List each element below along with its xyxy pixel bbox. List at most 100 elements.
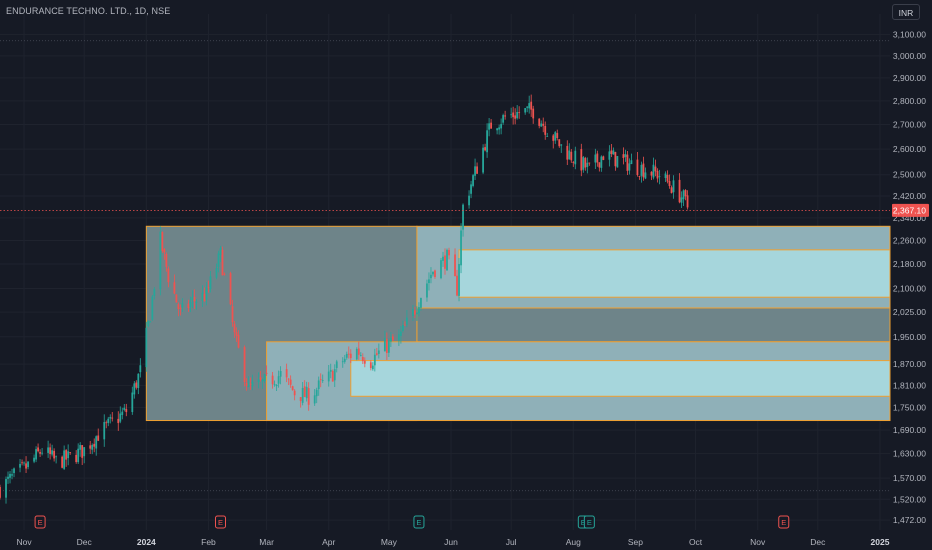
candle xyxy=(209,271,212,293)
candle-body xyxy=(608,151,611,160)
candle-body xyxy=(622,154,625,158)
candle xyxy=(47,440,50,458)
candle-body xyxy=(215,268,218,278)
y-tick-label: 2,900.00 xyxy=(893,73,926,83)
candle-body xyxy=(81,445,84,458)
candle-body xyxy=(231,306,234,323)
zone-dark xyxy=(416,307,891,343)
candle xyxy=(279,366,282,385)
candle-body xyxy=(187,303,190,309)
candle-body xyxy=(404,324,406,326)
x-tick-label: Jul xyxy=(506,537,517,547)
candle-body xyxy=(552,135,555,141)
candle-body xyxy=(139,365,142,373)
candle-body xyxy=(159,231,162,290)
candle-body xyxy=(145,327,148,368)
candle-body xyxy=(37,447,39,452)
candle-body xyxy=(111,417,114,419)
candle-body xyxy=(165,253,168,267)
candle xyxy=(684,189,687,201)
candle-body xyxy=(526,106,529,108)
candle xyxy=(121,407,124,420)
candle-body xyxy=(460,230,462,266)
candle xyxy=(602,155,605,161)
candle-body xyxy=(586,162,589,168)
candle xyxy=(125,403,128,417)
candle xyxy=(630,153,633,165)
candle-body xyxy=(67,451,70,459)
candle xyxy=(299,397,302,408)
candle xyxy=(440,258,442,280)
candle-body xyxy=(428,279,430,284)
candle-body xyxy=(470,184,472,194)
candle xyxy=(624,149,627,162)
candle-body xyxy=(137,373,140,389)
candle-body xyxy=(117,418,120,424)
candle xyxy=(570,149,573,163)
candle-body xyxy=(119,413,122,422)
candle xyxy=(145,321,148,372)
candle xyxy=(349,349,352,364)
candle xyxy=(27,461,29,470)
candle-body xyxy=(133,383,136,395)
x-tick-label: Mar xyxy=(259,537,274,547)
candle xyxy=(229,271,232,306)
y-tick-label: 1,472.00 xyxy=(893,515,926,525)
candle-body xyxy=(600,156,603,168)
candle-body xyxy=(456,275,458,296)
candle xyxy=(109,414,112,424)
candle xyxy=(416,306,418,321)
earnings-letter: E xyxy=(587,518,592,527)
candle xyxy=(53,448,56,462)
candle-body xyxy=(95,436,98,449)
candle-body xyxy=(163,249,166,253)
candle xyxy=(377,343,380,359)
candle xyxy=(307,382,310,411)
candle xyxy=(133,381,136,399)
candle xyxy=(568,143,571,160)
candle xyxy=(644,167,647,180)
candle-body xyxy=(33,457,35,462)
candle xyxy=(317,376,320,396)
candle-body xyxy=(189,301,192,308)
candle-body xyxy=(391,336,394,341)
candle xyxy=(486,123,488,158)
earnings-marker: E xyxy=(778,515,790,529)
candle xyxy=(500,118,503,135)
currency-button[interactable]: INR xyxy=(892,4,920,20)
candle xyxy=(470,180,472,199)
candle xyxy=(389,331,392,347)
candle-body xyxy=(49,447,52,455)
candle xyxy=(560,144,563,153)
candle xyxy=(383,330,386,352)
candle xyxy=(273,380,276,387)
candle xyxy=(11,468,13,480)
y-tick-label: 1,520.00 xyxy=(893,494,926,504)
y-tick-label: 1,750.00 xyxy=(893,402,926,412)
candle xyxy=(219,245,222,263)
candle-body xyxy=(482,147,484,173)
candle xyxy=(514,108,517,125)
candle-body xyxy=(668,181,671,187)
candle xyxy=(221,246,224,276)
candle xyxy=(175,294,178,303)
candle xyxy=(119,406,122,424)
candle-body xyxy=(656,170,659,179)
earnings-marker: E xyxy=(34,515,46,529)
candle-body xyxy=(546,136,549,137)
candle xyxy=(554,130,557,144)
candle xyxy=(275,384,278,391)
candle-body xyxy=(53,450,56,459)
earnings-badge xyxy=(778,515,790,529)
candle-body xyxy=(644,172,647,179)
candle xyxy=(89,440,92,454)
candle xyxy=(363,357,366,368)
candle xyxy=(640,161,643,183)
candle xyxy=(261,378,264,389)
candle-body xyxy=(468,195,470,206)
candle-body xyxy=(446,249,448,271)
candle xyxy=(474,158,476,181)
candle-body xyxy=(11,474,13,476)
candle-body xyxy=(307,388,310,405)
